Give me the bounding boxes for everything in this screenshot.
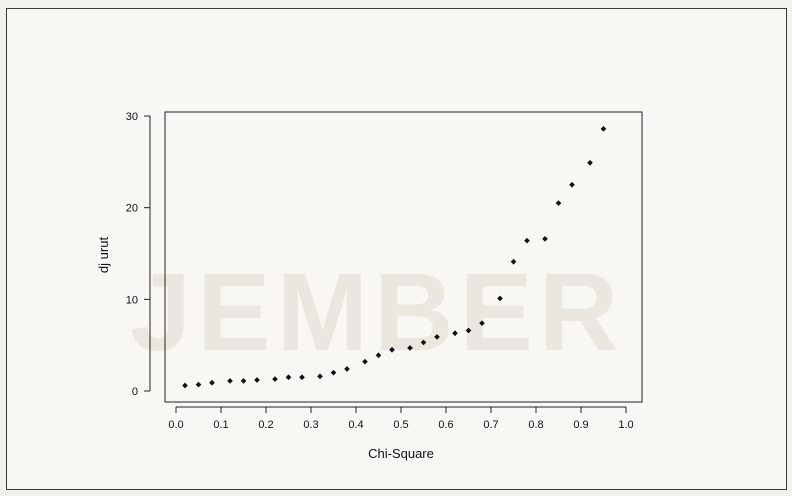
data-point [497,295,503,302]
x-tick-label: 1.0 [618,419,633,431]
data-point [299,374,305,381]
data-point [209,379,215,386]
data-point [407,345,413,351]
data-point [587,159,593,166]
data-point [465,327,472,334]
y-tick-label: 10 [126,294,138,306]
data-point [479,320,485,326]
x-tick-label: 0.7 [483,419,498,431]
data-point [524,237,530,244]
data-point [254,377,260,383]
y-tick-label: 30 [126,111,138,123]
x-tick-label: 0.2 [258,419,273,431]
x-tick-label: 0.0 [168,419,183,431]
data-point [555,200,562,206]
data-point [389,346,395,353]
data-point [434,334,440,340]
plot-area-border [164,111,643,403]
data-point [375,352,382,359]
data-point [362,358,368,365]
x-axis-title: Chi-Square [368,446,434,461]
x-tick-label: 0.1 [213,419,228,431]
data-point [227,378,233,384]
x-tick-label: 0.8 [528,419,543,431]
y-ticks: 0 10 20 30 [126,111,150,398]
data-point [240,378,247,384]
x-tick-label: 0.6 [438,419,453,431]
data-point [510,258,517,265]
data-point [600,126,607,132]
data-point [317,373,323,380]
data-point [330,369,337,376]
x-tick-label: 0.4 [348,419,363,431]
x-tick-label: 0.3 [303,419,318,431]
data-points [182,126,607,389]
data-point [285,374,292,381]
data-point [344,366,350,372]
data-point [452,330,458,337]
data-point [569,181,575,188]
data-point [420,339,427,346]
data-point [195,381,202,388]
x-tick-label: 0.9 [573,419,588,431]
y-tick-label: 20 [126,203,138,215]
data-point [182,382,188,389]
y-axis-title: dj urut [96,237,111,274]
data-point [272,376,278,382]
chart-frame [6,8,787,490]
x-ticks: 0.0 0.1 0.2 0.3 0.4 0.5 0.6 0.7 0.8 0.9 1.0 [168,407,634,431]
y-tick-label: 0 [132,386,138,398]
data-point [542,236,548,242]
x-tick-label: 0.5 [393,419,408,431]
